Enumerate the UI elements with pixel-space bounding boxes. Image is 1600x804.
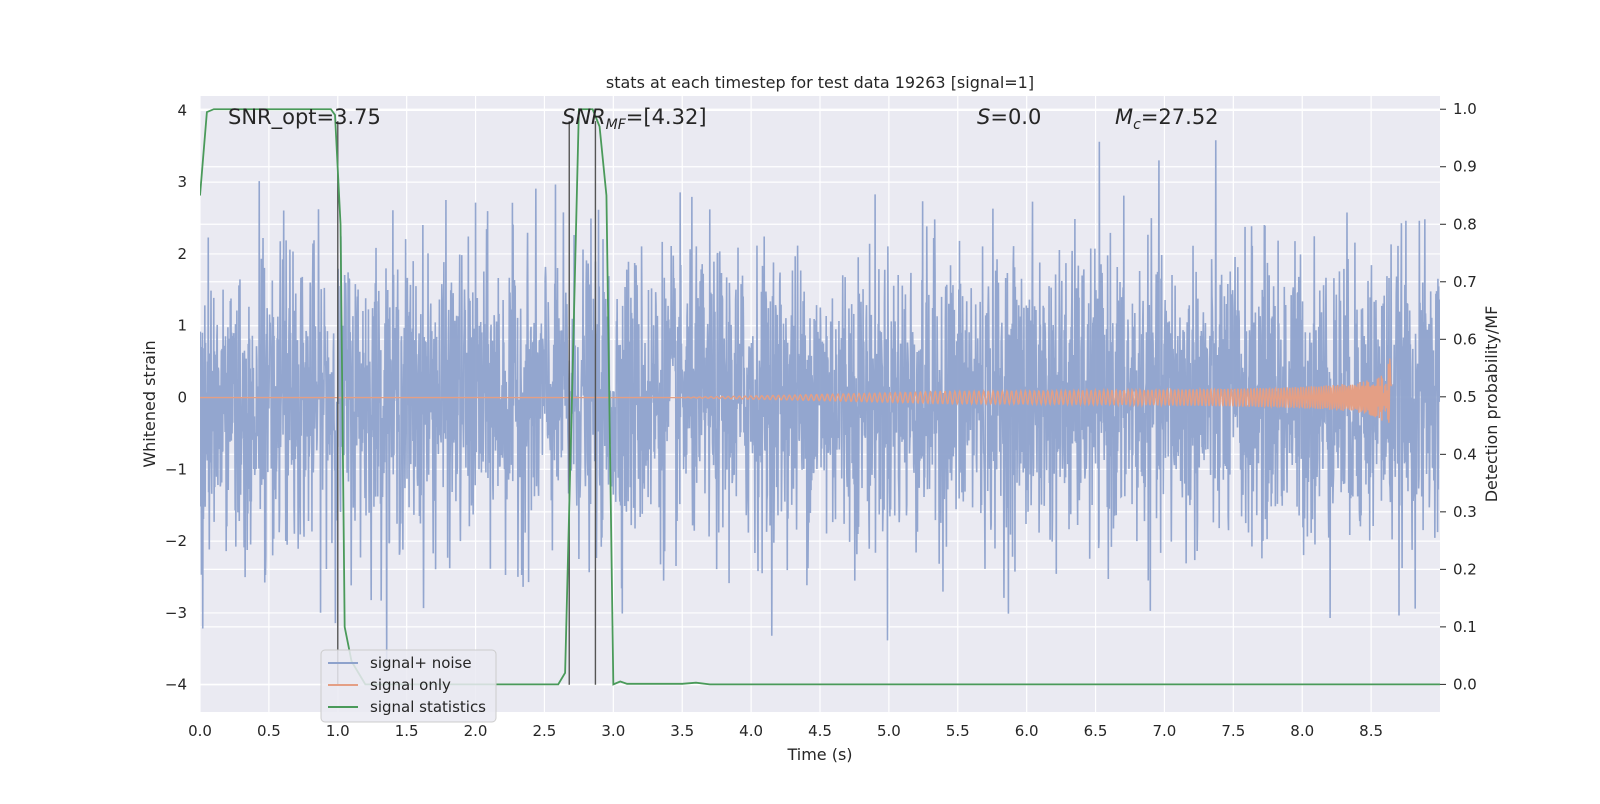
legend-label-signal: signal only xyxy=(370,676,451,694)
legend-label-noise: signal+ noise xyxy=(370,654,472,672)
annotation-s: S=0.0 xyxy=(977,105,1041,129)
y-tick-label-right: 0.2 xyxy=(1453,560,1477,578)
y-tick-label-left: 0 xyxy=(177,389,187,407)
y-tick-label-left: 3 xyxy=(177,173,187,191)
y-tick-label-right: 0.1 xyxy=(1453,618,1477,636)
annotation-mc: Mc=27.52 xyxy=(1115,105,1219,133)
y-tick-label-right: 0.7 xyxy=(1453,273,1477,291)
x-tick-label: 6.0 xyxy=(1015,722,1039,740)
x-tick-label: 4.5 xyxy=(808,722,832,740)
signal-only-series xyxy=(200,358,1392,423)
annotation-snr-opt: SNR_opt=3.75 xyxy=(228,105,381,130)
signal-plus-noise-series xyxy=(200,140,1440,664)
y-tick-label-right: 0.3 xyxy=(1453,503,1477,521)
chart-title: stats at each timestep for test data 192… xyxy=(606,73,1034,92)
x-tick-label: 2.5 xyxy=(533,722,557,740)
x-tick-label: 7.0 xyxy=(1153,722,1177,740)
noise-line xyxy=(200,140,1440,664)
y-tick-label-right: 1.0 xyxy=(1453,100,1477,118)
vertical-markers xyxy=(337,121,597,685)
y-tick-label-left: 1 xyxy=(177,317,187,335)
legend-label-stat: signal statistics xyxy=(370,698,486,716)
signal-only-line xyxy=(200,358,1392,423)
signal-statistics-series xyxy=(200,108,1440,686)
y-tick-label-right: 0.9 xyxy=(1453,158,1477,176)
x-tick-label: 2.0 xyxy=(464,722,488,740)
y-tick-label-right: 0.8 xyxy=(1453,215,1477,233)
signal-statistics-line xyxy=(200,108,1440,686)
y-tick-label-left: −3 xyxy=(165,604,187,622)
y-tick-label-left: −1 xyxy=(165,460,187,478)
legend: signal+ noise signal only signal statist… xyxy=(320,649,497,723)
y-tick-label-left: 4 xyxy=(177,101,187,119)
x-tick-label: 0.5 xyxy=(257,722,281,740)
x-tick-label: 7.5 xyxy=(1221,722,1245,740)
y-tick-label-right: 0.0 xyxy=(1453,675,1477,693)
x-tick-label: 8.0 xyxy=(1290,722,1314,740)
x-tick-label: 1.0 xyxy=(326,722,350,740)
x-tick-label: 3.5 xyxy=(670,722,694,740)
y-tick-label-right: 0.5 xyxy=(1453,388,1477,406)
x-tick-label: 4.0 xyxy=(739,722,763,740)
y-axis-label-left: Whitened strain xyxy=(140,340,159,467)
x-tick-label: 3.0 xyxy=(601,722,625,740)
axis-ticks: 0.0 0.5 1.0 1.5 2.0 2.5 3.0 3.5 4.0 4.5 5.0 5.5 6.0 6… xyxy=(165,100,1477,740)
x-tick-label: 1.5 xyxy=(395,722,419,740)
y-axis-label-right: Detection probability/MF xyxy=(1482,306,1501,503)
y-tick-label-left: 2 xyxy=(177,245,187,263)
x-axis-label: Time (s) xyxy=(786,745,852,764)
x-tick-label: 8.5 xyxy=(1359,722,1383,740)
legend-box xyxy=(320,649,497,723)
y-tick-label-left: −2 xyxy=(165,532,187,550)
x-tick-label: 5.5 xyxy=(946,722,970,740)
x-tick-label: 6.5 xyxy=(1084,722,1108,740)
y-tick-label-left: −4 xyxy=(165,676,187,694)
annotation-snr-mf: SNRMF=[4.32] xyxy=(562,105,707,133)
y-tick-label-right: 0.6 xyxy=(1453,330,1477,348)
x-tick-label: 0.0 xyxy=(188,722,212,740)
y-tick-label-right: 0.4 xyxy=(1453,445,1477,463)
x-tick-label: 5.0 xyxy=(877,722,901,740)
